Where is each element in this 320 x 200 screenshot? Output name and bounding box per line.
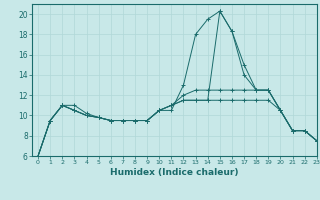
X-axis label: Humidex (Indice chaleur): Humidex (Indice chaleur) (110, 168, 239, 177)
